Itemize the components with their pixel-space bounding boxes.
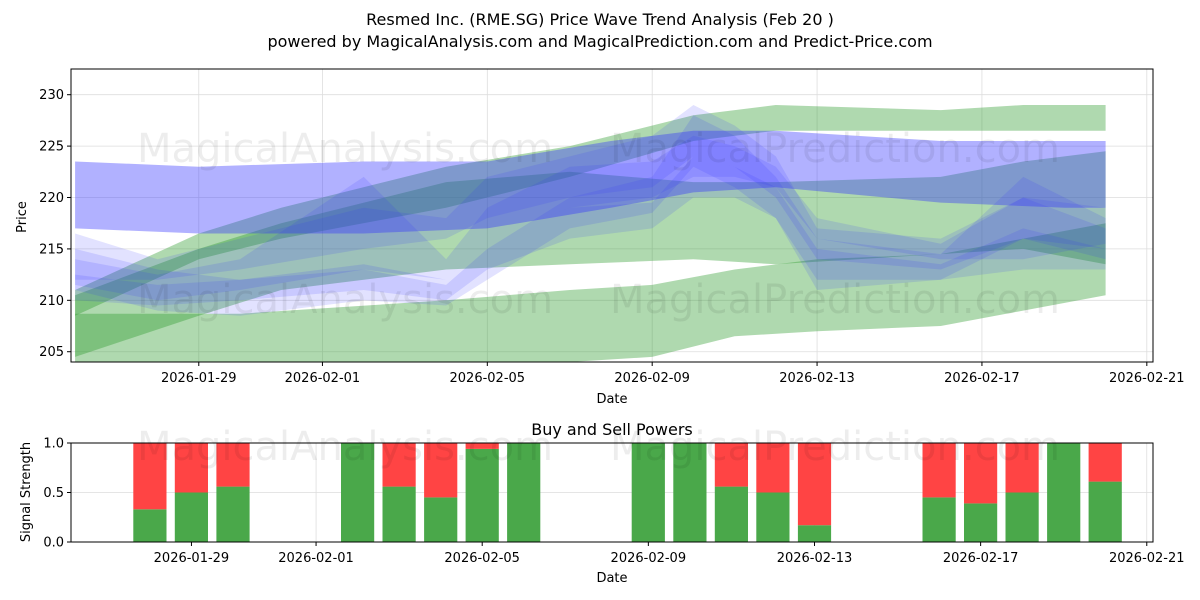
bottom-axes: 0.0 0.5 1.0 2026-01-29 2026-02-01 2026-02-05 2… bbox=[43, 437, 1184, 567]
top-x-tick-label: 2026-01-29 bbox=[161, 371, 237, 386]
buy-bar bbox=[1005, 492, 1039, 542]
top-y-axis-label: Price bbox=[15, 201, 30, 233]
blue-wave-band-3 bbox=[75, 105, 1106, 280]
chart-title-line1: Resmed Inc. (RME.SG) Price Wave Trend An… bbox=[366, 10, 834, 29]
sell-bar bbox=[424, 443, 458, 498]
bottom-bars bbox=[133, 443, 1122, 542]
top-x-tick-label: 2026-02-09 bbox=[614, 371, 690, 386]
buy-bar bbox=[424, 497, 458, 542]
sell-bar bbox=[756, 443, 790, 493]
green-band-middle bbox=[75, 151, 1106, 357]
top-y-tick-label: 220 bbox=[39, 191, 64, 206]
blue-wave-band-5 bbox=[75, 156, 1106, 306]
bottom-y-tick-label: 0.5 bbox=[43, 486, 64, 501]
bottom-x-tick-label: 2026-02-21 bbox=[1109, 551, 1185, 566]
bottom-x-tick-label: 2026-02-01 bbox=[278, 551, 354, 566]
buy-sell-plot: Buy and Sell Powers MagicalAnalysis.com … bbox=[19, 420, 1185, 586]
top-axes: 205 210 215 220 225 230 2026-01-29 2026-02-01 20… bbox=[39, 68, 1185, 386]
bottom-x-tick-label: 2026-02-17 bbox=[943, 551, 1019, 566]
top-x-tick-label: 2026-02-17 bbox=[944, 371, 1020, 386]
blue-wave-band-1 bbox=[75, 130, 1106, 234]
top-y-tick-label: 230 bbox=[39, 88, 64, 103]
top-plot-frame bbox=[70, 68, 1154, 363]
buy-bar bbox=[133, 509, 167, 542]
top-x-axis-label: Date bbox=[596, 392, 627, 407]
sell-bar bbox=[964, 443, 998, 504]
sell-bar bbox=[922, 443, 956, 498]
bottom-x-tick-label: 2026-02-13 bbox=[777, 551, 853, 566]
top-bands bbox=[75, 105, 1106, 362]
green-band-lower bbox=[75, 223, 1106, 362]
top-y-tick-label: 205 bbox=[39, 345, 64, 360]
watermark-analysis-top: MagicalAnalysis.com bbox=[137, 126, 553, 172]
watermark-prediction-top: MagicalPrediction.com bbox=[610, 126, 1060, 172]
buy-bar bbox=[756, 492, 790, 542]
top-y-tick-label: 225 bbox=[39, 140, 64, 155]
sell-bar bbox=[1088, 443, 1122, 482]
buy-bar bbox=[174, 492, 208, 542]
buy-bar bbox=[797, 525, 832, 542]
sell-bar bbox=[382, 443, 416, 487]
buy-bar bbox=[341, 443, 375, 542]
buy-bar bbox=[1047, 443, 1081, 542]
bottom-x-axis-label: Date bbox=[596, 571, 627, 586]
blue-wave-band-2 bbox=[75, 115, 1106, 316]
blue-wave-band-4 bbox=[75, 135, 1106, 301]
buy-bar bbox=[465, 448, 499, 542]
buy-bar bbox=[1088, 481, 1122, 542]
green-band-upper bbox=[75, 105, 1106, 316]
sell-bar bbox=[797, 443, 832, 526]
sell-bar bbox=[174, 443, 208, 493]
bottom-y-tick-label: 1.0 bbox=[43, 437, 64, 452]
buy-bar bbox=[382, 486, 416, 542]
bottom-x-tick-label: 2026-02-05 bbox=[444, 551, 520, 566]
top-x-tick-label: 2026-02-13 bbox=[779, 371, 855, 386]
sell-bar bbox=[1005, 443, 1039, 493]
bottom-y-axis-label: Signal Strength bbox=[19, 442, 34, 542]
bottom-x-tick-label: 2026-01-29 bbox=[154, 551, 230, 566]
bottom-y-tick-label: 0.0 bbox=[43, 536, 64, 551]
buy-bar bbox=[673, 443, 707, 542]
top-x-tick-label: 2026-02-05 bbox=[450, 371, 526, 386]
top-x-tick-label: 2026-02-21 bbox=[1109, 371, 1185, 386]
watermark-analysis-mid: MagicalAnalysis.com bbox=[137, 277, 553, 323]
buy-bar bbox=[216, 486, 250, 542]
buy-bar bbox=[714, 486, 748, 542]
watermark-prediction-bottom: MagicalPrediction.com bbox=[610, 424, 1060, 470]
price-wave-plot: MagicalAnalysis.com MagicalPrediction.co… bbox=[15, 68, 1185, 407]
top-grid bbox=[71, 69, 1153, 362]
watermark-prediction-mid: MagicalPrediction.com bbox=[610, 277, 1060, 323]
buy-bar bbox=[964, 503, 998, 542]
bottom-x-tick-label: 2026-02-09 bbox=[611, 551, 687, 566]
top-y-tick-label: 210 bbox=[39, 294, 64, 309]
sell-bar bbox=[216, 443, 250, 487]
buy-bar bbox=[631, 443, 665, 542]
sell-bar bbox=[133, 443, 167, 510]
bottom-chart-title: Buy and Sell Powers bbox=[531, 420, 693, 439]
sell-bar bbox=[465, 443, 499, 449]
top-y-tick-label: 215 bbox=[39, 242, 64, 257]
buy-bar bbox=[507, 443, 541, 542]
top-x-tick-label: 2026-02-01 bbox=[285, 371, 361, 386]
chart-title-line2: powered by MagicalAnalysis.com and Magic… bbox=[267, 32, 932, 51]
buy-bar bbox=[922, 497, 956, 542]
sell-bar bbox=[714, 443, 748, 487]
watermark-analysis-bottom: MagicalAnalysis.com bbox=[137, 424, 553, 470]
